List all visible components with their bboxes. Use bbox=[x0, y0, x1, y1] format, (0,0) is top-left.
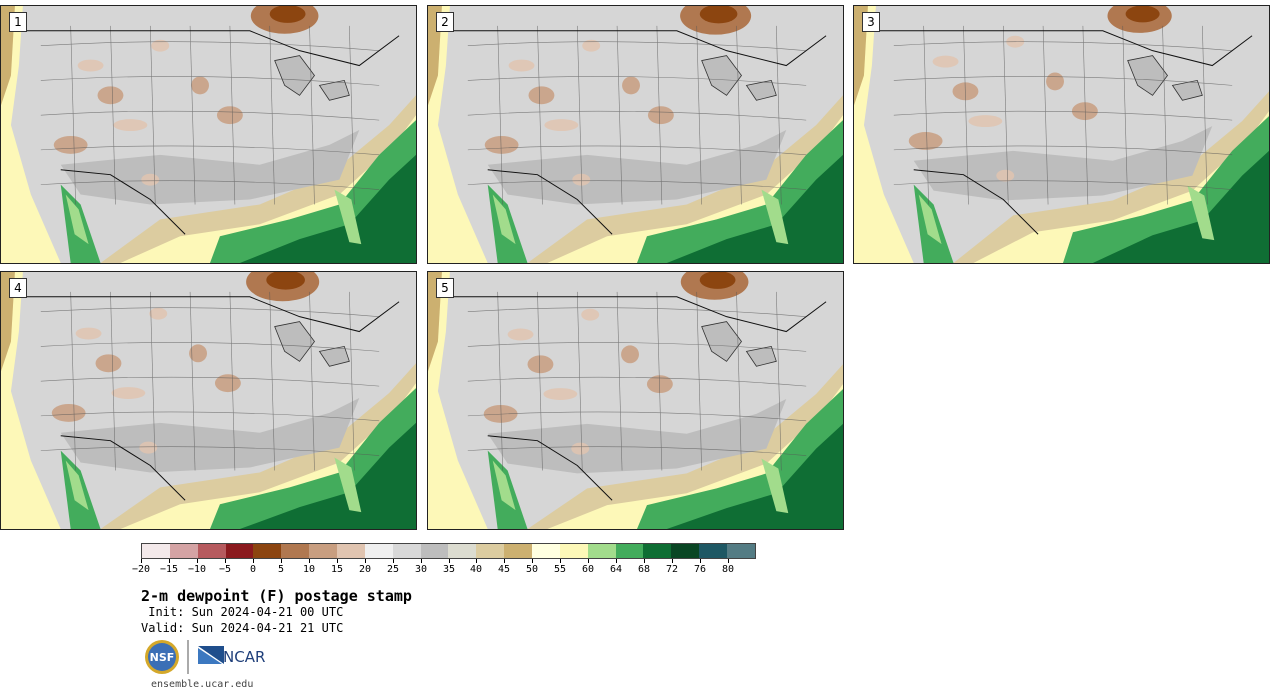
dewpoint-map bbox=[854, 6, 1269, 263]
dewpoint-map bbox=[1, 272, 416, 529]
colorbar-tick bbox=[728, 559, 729, 563]
member-number-label: 1 bbox=[9, 12, 27, 32]
colorbar-swatch bbox=[309, 544, 338, 558]
site-url: ensemble.ucar.edu bbox=[151, 679, 254, 690]
colorbar-tick-label: 40 bbox=[469, 564, 483, 575]
colorbar-tick bbox=[141, 559, 142, 563]
colorbar-swatch bbox=[169, 544, 198, 558]
member-number-label: 2 bbox=[436, 12, 454, 32]
colorbar-tick-label: 15 bbox=[330, 564, 344, 575]
colorbar-tick bbox=[532, 559, 533, 563]
colorbar-tick-label: 68 bbox=[637, 564, 651, 575]
colorbar-tick bbox=[616, 559, 617, 563]
colorbar-swatch bbox=[532, 544, 560, 558]
colorbar-tick-label: 60 bbox=[581, 564, 595, 575]
colorbar-tick-label: 50 bbox=[525, 564, 539, 575]
colorbar-tick-label: 5 bbox=[277, 564, 285, 575]
colorbar-tick-label: 20 bbox=[358, 564, 372, 575]
colorbar-tick-label: 35 bbox=[442, 564, 456, 575]
postage-stamp-map-1: 1 bbox=[0, 5, 417, 264]
colorbar-tick bbox=[588, 559, 589, 563]
colorbar-tick-label: 25 bbox=[386, 564, 400, 575]
member-number-label: 5 bbox=[436, 278, 454, 298]
colorbar-swatch bbox=[142, 544, 170, 558]
dewpoint-map bbox=[428, 272, 843, 529]
colorbar-tick-label: 10 bbox=[302, 564, 316, 575]
dewpoint-map bbox=[1, 6, 416, 263]
colorbar-tick bbox=[281, 559, 282, 563]
colorbar-tick bbox=[197, 559, 198, 563]
colorbar-swatch bbox=[225, 544, 254, 558]
logos: NSF NCAR bbox=[145, 640, 265, 674]
ncar-logo: NCAR bbox=[198, 646, 265, 666]
colorbar-tick-label: 72 bbox=[665, 564, 679, 575]
colorbar-tick-label: −15 bbox=[159, 564, 179, 575]
colorbar-tick-label: 30 bbox=[414, 564, 428, 575]
colorbar-tick bbox=[225, 559, 226, 563]
colorbar-swatch bbox=[197, 544, 226, 558]
colorbar-swatch bbox=[671, 544, 700, 558]
colorbar-swatch bbox=[253, 544, 282, 558]
colorbar-swatch bbox=[587, 544, 616, 558]
colorbar-tick-label: −20 bbox=[131, 564, 151, 575]
colorbar-swatch bbox=[420, 544, 449, 558]
colorbar bbox=[141, 543, 756, 559]
colorbar-swatch bbox=[727, 544, 755, 558]
colorbar-swatch bbox=[281, 544, 310, 558]
colorbar-tick bbox=[393, 559, 394, 563]
member-number-label: 3 bbox=[862, 12, 880, 32]
valid-time: Valid: Sun 2024-04-21 21 UTC bbox=[141, 621, 344, 635]
colorbar-swatch bbox=[615, 544, 644, 558]
colorbar-swatch bbox=[699, 544, 728, 558]
page-title: 2-m dewpoint (F) postage stamp bbox=[141, 587, 412, 605]
colorbar-tick-label: −5 bbox=[218, 564, 232, 575]
dewpoint-map bbox=[428, 6, 843, 263]
colorbar-tick bbox=[672, 559, 673, 563]
colorbar-swatch bbox=[559, 544, 588, 558]
postage-stamp-map-2: 2 bbox=[427, 5, 844, 264]
svg-text:NCAR: NCAR bbox=[223, 648, 265, 666]
colorbar-tick bbox=[169, 559, 170, 563]
colorbar-ticks: −20 −15 −10 −5 0 5 10 15 20 25 30 35 40 45 50 55 60 64 68 7… bbox=[132, 559, 756, 579]
colorbar-swatch bbox=[476, 544, 505, 558]
colorbar-tick-label: 80 bbox=[721, 564, 735, 575]
colorbar-swatch bbox=[337, 544, 365, 558]
colorbar-tick bbox=[476, 559, 477, 563]
colorbar-tick bbox=[700, 559, 701, 563]
colorbar-swatch bbox=[643, 544, 672, 558]
colorbar-tick bbox=[365, 559, 366, 563]
member-number-label: 4 bbox=[9, 278, 27, 298]
colorbar-swatch bbox=[504, 544, 533, 558]
colorbar-tick-label: 76 bbox=[693, 564, 707, 575]
colorbar-tick bbox=[337, 559, 338, 563]
colorbar-tick bbox=[504, 559, 505, 563]
colorbar-tick-label: 45 bbox=[497, 564, 511, 575]
nsf-logo: NSF bbox=[145, 640, 179, 674]
init-time: Init: Sun 2024-04-21 00 UTC bbox=[141, 605, 344, 619]
colorbar-tick-label: 64 bbox=[609, 564, 623, 575]
postage-stamp-map-4: 4 bbox=[0, 271, 417, 530]
colorbar-tick-label: 55 bbox=[553, 564, 567, 575]
svg-text:NSF: NSF bbox=[150, 651, 175, 664]
colorbar-tick bbox=[560, 559, 561, 563]
colorbar-swatch bbox=[392, 544, 421, 558]
colorbar-tick bbox=[253, 559, 254, 563]
colorbar-swatch bbox=[448, 544, 477, 558]
colorbar-tick bbox=[644, 559, 645, 563]
colorbar-tick bbox=[449, 559, 450, 563]
colorbar-tick-label: 0 bbox=[249, 564, 257, 575]
colorbar-tick bbox=[421, 559, 422, 563]
colorbar-swatch bbox=[364, 544, 393, 558]
colorbar-tick-label: −10 bbox=[187, 564, 207, 575]
postage-stamp-map-3: 3 bbox=[853, 5, 1270, 264]
postage-stamp-map-5: 5 bbox=[427, 271, 844, 530]
colorbar-tick bbox=[309, 559, 310, 563]
